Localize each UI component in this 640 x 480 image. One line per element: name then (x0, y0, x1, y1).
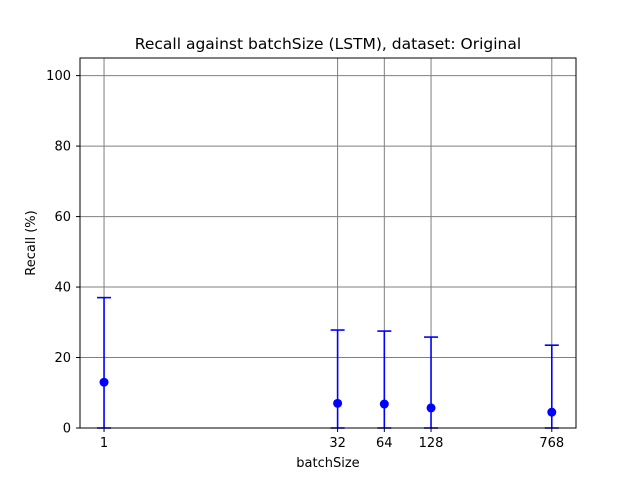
y-axis-ticks: 0 20 40 60 80 100 (46, 69, 80, 437)
grid-lines (80, 58, 576, 429)
data-points (99, 377, 557, 417)
error-bars (97, 296, 559, 429)
data-point (547, 407, 557, 417)
x-tick-label: 32 (329, 436, 346, 451)
data-point (379, 399, 389, 409)
data-point (99, 377, 109, 387)
x-tick-label: 1 (100, 436, 108, 451)
data-point (426, 403, 436, 413)
y-tick-label: 20 (54, 351, 71, 366)
plot-frame (79, 57, 577, 429)
x-tick-label: 64 (376, 436, 393, 451)
y-tick-label: 80 (54, 140, 71, 155)
x-axis-ticks: 1 32 64 128 768 (100, 428, 564, 451)
x-axis-label: batchSize (296, 456, 359, 471)
x-tick-label: 768 (539, 436, 564, 451)
y-tick-label: 100 (46, 69, 71, 84)
data-point (333, 398, 343, 408)
y-tick-label: 0 (63, 422, 71, 437)
y-tick-label: 60 (54, 210, 71, 225)
x-tick-label: 128 (419, 436, 444, 451)
y-axis-label: Recall (%) (24, 210, 39, 275)
chart-title: Recall against batchSize (LSTM), dataset… (135, 35, 521, 53)
y-tick-label: 40 (54, 281, 71, 296)
